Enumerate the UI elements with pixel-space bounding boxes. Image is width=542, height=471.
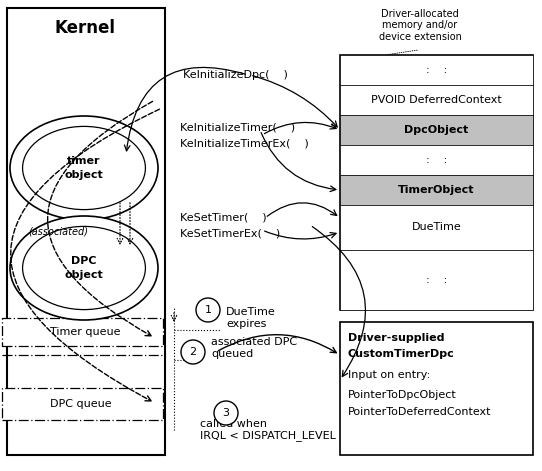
Text: :    :: : : [426, 275, 447, 285]
Text: DpcObject: DpcObject [404, 125, 469, 135]
Bar [340, 55, 533, 85]
Bar [340, 55, 533, 310]
Text: DPC queue: DPC queue [50, 399, 112, 409]
Text: associated DPC
queued: associated DPC queued [211, 337, 297, 359]
Text: DueTime: DueTime [411, 222, 461, 233]
Bar [340, 205, 533, 250]
Text: (associated): (associated) [28, 227, 88, 237]
Bar [340, 85, 533, 115]
Bar [2, 388, 163, 420]
Text: DueTime
expires: DueTime expires [226, 307, 276, 329]
Text: DPC: DPC [71, 256, 97, 266]
Text: called when
IRQL < DISPATCH_LEVEL: called when IRQL < DISPATCH_LEVEL [200, 419, 336, 441]
Text: :    :: : : [426, 65, 447, 75]
Text: timer: timer [67, 156, 101, 166]
Text: Timer queue: Timer queue [50, 327, 120, 337]
Text: PointerToDeferredContext: PointerToDeferredContext [348, 407, 492, 417]
Ellipse shape [196, 298, 220, 322]
Text: 2: 2 [190, 347, 197, 357]
Text: Driver-allocated
memory and/or
device extension: Driver-allocated memory and/or device ex… [378, 8, 461, 42]
Text: TimerObject: TimerObject [398, 185, 475, 195]
Text: 1: 1 [204, 305, 211, 315]
Bar [340, 175, 533, 205]
Ellipse shape [214, 401, 238, 425]
Text: Input on entry:: Input on entry: [348, 370, 430, 380]
Text: PointerToDpcObject: PointerToDpcObject [348, 390, 457, 400]
Text: Kernel: Kernel [55, 19, 115, 37]
Text: Driver-supplied: Driver-supplied [348, 333, 444, 343]
Bar [340, 115, 533, 145]
Text: object: object [64, 170, 104, 180]
Text: KeSetTimer(    ): KeSetTimer( ) [180, 213, 267, 223]
Bar [7, 8, 165, 455]
Text: CustomTimerDpc: CustomTimerDpc [348, 349, 455, 359]
Text: KeInitializeDpc(    ): KeInitializeDpc( ) [183, 70, 288, 80]
Text: :    :: : : [426, 155, 447, 165]
Text: KeSetTimerEx(    ): KeSetTimerEx( ) [180, 229, 280, 239]
Bar [340, 145, 533, 175]
Text: PVOID DeferredContext: PVOID DeferredContext [371, 95, 502, 105]
Text: KeInitializeTimerEx(    ): KeInitializeTimerEx( ) [180, 139, 309, 149]
Bar [2, 318, 163, 346]
Text: object: object [64, 270, 104, 280]
Ellipse shape [23, 227, 145, 309]
Text: KeInitializeTimer(    ): KeInitializeTimer( ) [180, 123, 295, 133]
Ellipse shape [10, 116, 158, 220]
Ellipse shape [10, 216, 158, 320]
Ellipse shape [181, 340, 205, 364]
Bar [340, 250, 533, 310]
Bar [340, 322, 533, 455]
Text: 3: 3 [223, 408, 229, 418]
Ellipse shape [23, 126, 145, 210]
